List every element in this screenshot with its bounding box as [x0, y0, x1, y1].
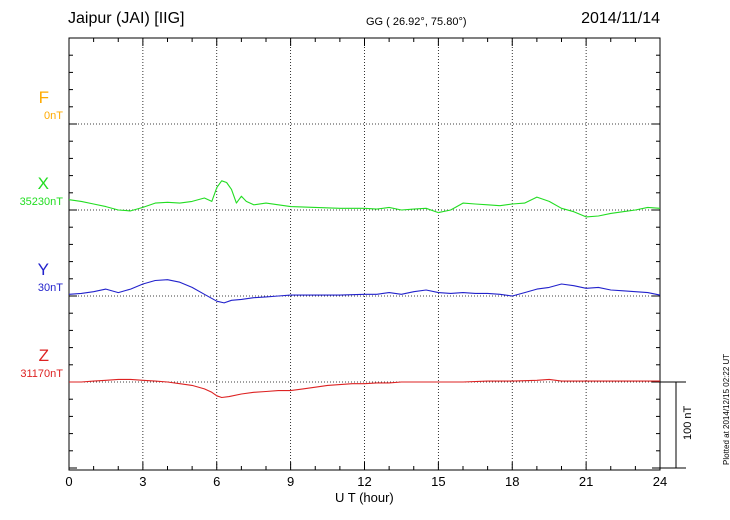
- component-baseline: 30nT: [37, 282, 63, 294]
- x-tick-label: 24: [652, 474, 668, 489]
- geographic-coordinates: GG ( 26.92°, 75.80°): [366, 16, 467, 28]
- x-axis-label: U T (hour): [335, 490, 394, 505]
- plot-date: 2014/11/14: [581, 10, 660, 27]
- x-tick-label: 6: [213, 474, 221, 489]
- x-tick-label: 18: [505, 474, 520, 489]
- series-line-z: [69, 378, 660, 399]
- component-label-z: Z 31170nT: [0, 346, 63, 406]
- x-tick-label: 3: [139, 474, 147, 489]
- component-label-x: X 35230nT: [0, 174, 63, 234]
- series-line-x: [68, 180, 661, 218]
- component-name: X: [37, 174, 49, 193]
- plotted-timestamp: Plotted at 2014/12/15 02:22 UT: [722, 353, 730, 465]
- series-lines: [68, 180, 661, 399]
- axis-ticks: [68, 37, 661, 470]
- x-tick-label: 15: [431, 474, 446, 489]
- x-tick-label: 0: [65, 474, 73, 489]
- component-name: Z: [38, 346, 49, 365]
- chart-grid: [69, 38, 660, 470]
- x-tick-label: 12: [357, 474, 372, 489]
- component-name: F: [38, 88, 49, 107]
- component-name: Y: [37, 260, 49, 279]
- component-label-f: F 0nT: [0, 88, 63, 148]
- station-title: Jaipur (JAI) [IIG]: [68, 10, 185, 27]
- series-line-y: [68, 279, 661, 304]
- x-tick-label: 21: [578, 474, 594, 489]
- component-baseline: 35230nT: [19, 196, 63, 208]
- scale-bar-label: 100 nT: [682, 405, 694, 440]
- component-label-y: Y 30nT: [0, 260, 63, 320]
- component-baseline: 0nT: [44, 110, 63, 122]
- x-tick-label: 9: [287, 474, 295, 489]
- scale-bar: [660, 381, 686, 469]
- component-baseline: 31170nT: [20, 368, 63, 380]
